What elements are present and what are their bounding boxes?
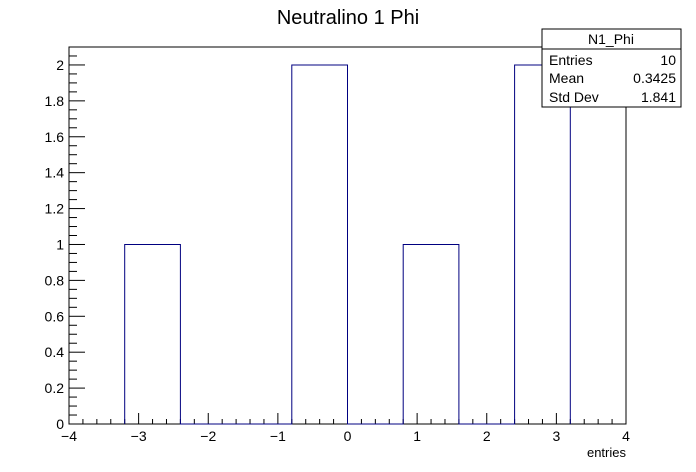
y-tick-label: 1.8 <box>45 93 65 109</box>
y-minor-ticks <box>69 46 77 416</box>
y-tick-label: 0.8 <box>45 272 65 288</box>
stats-entries-value: 10 <box>660 52 676 68</box>
stats-mean-label: Mean <box>549 70 584 86</box>
y-tick-label: 0.6 <box>45 308 65 324</box>
x-tick-label: −1 <box>270 428 286 444</box>
y-axis-ticks: 0 0.2 0.4 0.6 0.8 1 1.2 1.4 1.6 1.8 2 <box>45 57 85 432</box>
chart-title: Neutralino 1 Phi <box>277 7 419 29</box>
y-tick-label: 1.2 <box>45 201 65 217</box>
x-axis-ticks: −4 −3 −2 −1 0 1 2 3 4 <box>61 413 630 444</box>
x-tick-label: −2 <box>200 428 216 444</box>
y-tick-label: 1.4 <box>45 165 65 181</box>
stats-mean-value: 0.3425 <box>633 70 676 86</box>
stats-box-name: N1_Phi <box>588 31 634 47</box>
y-tick-label: 2 <box>56 57 64 73</box>
y-tick-label: 0.2 <box>45 380 65 396</box>
y-tick-label: 0 <box>56 416 64 432</box>
stats-box-frame <box>541 28 682 108</box>
x-tick-label: 4 <box>622 428 630 444</box>
stats-stddev-label: Std Dev <box>549 89 599 105</box>
y-tick-label: 1.6 <box>45 129 65 145</box>
x-axis-title: entries <box>587 445 627 460</box>
x-tick-label: 0 <box>344 428 352 444</box>
stats-entries-label: Entries <box>549 52 593 68</box>
x-tick-label: 1 <box>413 428 421 444</box>
x-tick-label: −3 <box>131 428 147 444</box>
x-tick-label: 3 <box>552 428 560 444</box>
y-tick-label: 1 <box>56 236 64 252</box>
y-tick-label: 0.4 <box>45 344 65 360</box>
x-tick-label: 2 <box>483 428 491 444</box>
stats-box: N1_Phi Entries 10 Mean 0.3425 Std Dev 1.… <box>541 28 682 108</box>
stats-stddev-value: 1.841 <box>641 89 676 105</box>
x-tick-label: −4 <box>61 428 77 444</box>
histogram-series-line <box>124 64 571 425</box>
